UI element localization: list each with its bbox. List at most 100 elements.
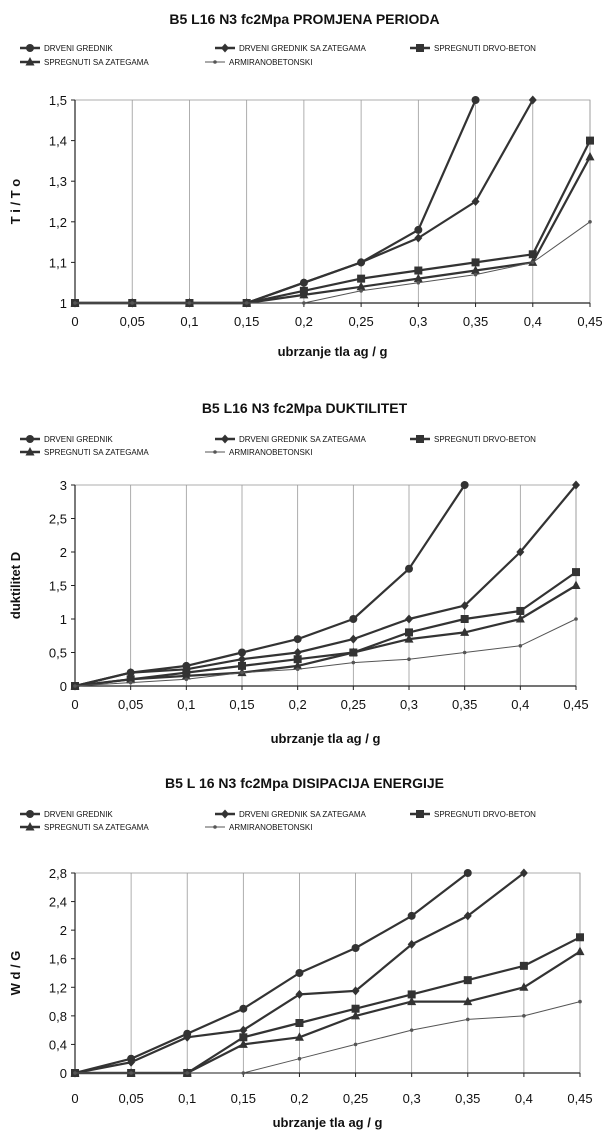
- data-point: [295, 1019, 303, 1027]
- y-tick-label: 1: [60, 612, 67, 627]
- data-point: [359, 289, 363, 293]
- legend-item: DRVENI GREDNIK: [20, 435, 113, 444]
- data-point: [578, 1000, 582, 1004]
- y-tick-label: 2: [60, 545, 67, 560]
- legend-item: ARMIRANOBETONSKI: [205, 823, 312, 832]
- x-tick-label: 0,3: [403, 1091, 421, 1106]
- y-axis-label: duktilitet D: [8, 552, 23, 619]
- data-point: [245, 301, 249, 305]
- legend-marker: [221, 44, 229, 53]
- chart-title: B5 L16 N3 fc2Mpa PROMJENA PERIODA: [169, 11, 439, 27]
- series-line: [75, 873, 468, 1073]
- data-point: [472, 258, 480, 266]
- x-tick-label: 0,1: [180, 314, 198, 329]
- legend-item: DRVENI GREDNIK SA ZATEGAMA: [215, 44, 367, 54]
- x-tick-label: 0,2: [289, 697, 307, 712]
- x-tick-label: 0: [71, 697, 78, 712]
- data-point: [417, 281, 421, 285]
- x-tick-label: 0,25: [341, 697, 366, 712]
- data-point: [295, 990, 303, 999]
- x-tick-label: 0: [71, 314, 78, 329]
- legend-label: DRVENI GREDNIK SA ZATEGAMA: [239, 810, 367, 819]
- series-line: [75, 157, 590, 303]
- y-tick-label: 1,4: [49, 134, 67, 149]
- data-point: [408, 912, 416, 920]
- legend-label: DRVENI GREDNIK: [44, 44, 113, 53]
- x-tick-label: 0,15: [229, 697, 254, 712]
- data-point: [185, 1071, 189, 1075]
- legend-label: DRVENI GREDNIK SA ZATEGAMA: [239, 44, 367, 53]
- series-line: [75, 141, 590, 303]
- x-tick-label: 0,35: [463, 314, 488, 329]
- legend-label: DRVENI GREDNIK: [44, 435, 113, 444]
- data-point: [574, 617, 578, 621]
- data-point: [295, 969, 303, 977]
- data-point: [73, 684, 77, 688]
- legend-item: DRVENI GREDNIK SA ZATEGAMA: [215, 810, 367, 820]
- series: [71, 152, 595, 307]
- data-point: [240, 671, 244, 675]
- data-point: [73, 301, 77, 305]
- legend-marker: [26, 810, 34, 818]
- x-tick-label: 0: [71, 1091, 78, 1106]
- data-point: [588, 220, 592, 224]
- chart-svg: B5 L16 N3 fc2Mpa PROMJENA PERIODA DRVENI …: [0, 0, 609, 370]
- legend-item: SPREGNUTI DRVO-BETON: [410, 810, 536, 819]
- legend-label: DRVENI GREDNIK: [44, 810, 113, 819]
- chart-title: B5 L16 N3 fc2Mpa DUKTILITET: [202, 400, 408, 416]
- legend-item: ARMIRANOBETONSKI: [205, 448, 312, 457]
- y-tick-label: 1: [60, 296, 67, 311]
- series: [73, 220, 592, 305]
- legend-marker: [221, 435, 229, 444]
- legend-label: SPREGNUTI DRVO-BETON: [434, 435, 536, 444]
- legend-item: SPREGNUTI SA ZATEGAMA: [20, 447, 149, 457]
- chart-duktilitet: B5 L16 N3 fc2Mpa DUKTILITET DRVENI GREDNI…: [0, 385, 609, 755]
- series: [71, 947, 585, 1077]
- x-tick-label: 0,4: [515, 1091, 533, 1106]
- x-tick-label: 0,15: [234, 314, 259, 329]
- chart-svg: B5 L 16 N3 fc2Mpa DISIPACIJA ENERGIJEDRV…: [0, 763, 609, 1131]
- x-tick-label: 0,35: [452, 697, 477, 712]
- data-point: [414, 267, 422, 275]
- y-tick-label: 3: [60, 478, 67, 493]
- data-point: [129, 1071, 133, 1075]
- y-tick-label: 1,2: [49, 980, 67, 995]
- data-point: [298, 1057, 302, 1061]
- x-tick-label: 0,2: [295, 314, 313, 329]
- y-tick-label: 0: [60, 1066, 67, 1081]
- x-tick-label: 0,05: [118, 697, 143, 712]
- data-point: [357, 258, 365, 267]
- legend-marker: [416, 44, 424, 52]
- legend-item: ARMIRANOBETONSKI: [205, 58, 312, 67]
- x-tick-label: 0,4: [524, 314, 542, 329]
- y-tick-label: 0,5: [49, 646, 67, 661]
- data-point: [520, 962, 528, 970]
- y-tick-label: 0: [60, 679, 67, 694]
- x-tick-label: 0,15: [231, 1091, 256, 1106]
- legend-marker: [416, 435, 424, 443]
- legend-item: SPREGNUTI DRVO-BETON: [410, 435, 536, 444]
- data-point: [464, 976, 472, 984]
- y-tick-label: 1,6: [49, 952, 67, 967]
- data-point: [586, 152, 595, 161]
- data-point: [414, 234, 422, 243]
- x-tick-label: 0,05: [118, 1091, 143, 1106]
- series-line: [75, 1002, 580, 1073]
- data-point: [586, 137, 594, 145]
- data-point: [357, 275, 365, 283]
- y-tick-label: 2: [60, 923, 67, 938]
- x-tick-label: 0,25: [348, 314, 373, 329]
- y-tick-label: 1,5: [49, 579, 67, 594]
- x-tick-label: 0,3: [409, 314, 427, 329]
- data-point: [463, 651, 467, 655]
- series: [71, 581, 581, 690]
- x-axis-label: ubrzanje tla ag / g: [271, 731, 381, 746]
- legend-label: SPREGNUTI SA ZATEGAMA: [44, 58, 149, 67]
- legend-marker: [26, 44, 34, 52]
- data-point: [572, 581, 581, 590]
- data-point: [349, 635, 357, 644]
- data-point: [405, 565, 413, 573]
- data-point: [572, 568, 580, 576]
- x-tick-label: 0,2: [290, 1091, 308, 1106]
- x-tick-label: 0,1: [177, 697, 195, 712]
